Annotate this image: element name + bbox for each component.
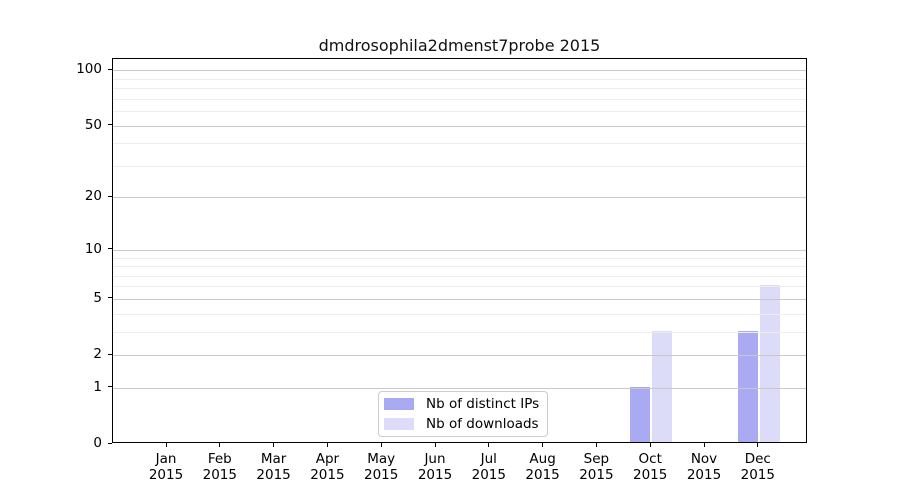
y-gridline-minor [113,111,806,113]
bar-downloads-oct [652,330,673,442]
x-tick-mark [649,443,651,447]
legend-label: Nb of distinct IPs [426,395,540,412]
y-gridline-minor [113,313,806,315]
y-tick-mark [108,386,112,388]
y-tick-label: 10 [84,240,102,257]
x-tick-label: Nov 2015 [686,451,722,483]
y-tick-label: 5 [93,289,102,306]
y-tick-mark [108,442,112,444]
y-gridline-minor [113,143,806,145]
x-tick-label: Oct 2015 [633,451,668,483]
x-tick-label: Sep 2015 [579,451,614,483]
y-gridline-major [113,249,806,251]
y-tick-label: 2 [93,346,102,363]
y-gridline-major [113,387,806,389]
bar-downloads-dec [759,285,780,442]
y-tick-label: 1 [93,378,102,395]
x-tick-mark [273,443,275,447]
x-tick-mark [595,443,597,447]
y-gridline-minor [113,275,806,277]
bar-distinct-ips-dec [737,330,758,442]
x-tick-label: Apr 2015 [310,451,345,483]
y-gridline-minor [113,266,806,268]
y-gridline-major [113,355,806,357]
legend-item-downloads: Nb of downloads [384,415,541,432]
x-tick-label: May 2015 [364,451,399,483]
y-gridline-major [113,70,806,72]
x-tick-label: Aug 2015 [525,451,560,483]
legend-label: Nb of downloads [426,415,539,432]
x-tick-label: Feb 2015 [202,451,237,483]
x-tick-mark [434,443,436,447]
y-tick-label: 0 [93,435,102,451]
y-gridline-minor [113,165,806,167]
x-tick-label: Mar 2015 [256,451,291,483]
y-gridline-minor [113,257,806,259]
y-tick-mark [108,248,112,250]
x-tick-mark [380,443,382,447]
y-tick-mark [108,353,112,355]
x-tick-mark [488,443,490,447]
x-tick-mark [165,443,167,447]
plot-area [112,58,807,443]
y-gridline-major [113,298,806,300]
x-tick-mark [757,443,759,447]
y-gridline-minor [113,88,806,90]
y-gridline-major [113,125,806,127]
x-tick-mark [703,443,705,447]
y-tick-mark [108,68,112,70]
x-tick-mark [542,443,544,447]
x-tick-label: Jan 2015 [148,451,184,483]
y-tick-label: 20 [84,188,102,205]
y-gridline-minor [113,331,806,333]
y-gridline-minor [113,78,806,80]
x-tick-label: Dec 2015 [740,451,775,483]
legend-item-distinct-ips: Nb of distinct IPs [384,395,541,412]
y-tick-mark [108,195,112,197]
y-tick-mark [108,297,112,299]
y-gridline-minor [113,98,806,100]
y-gridline-minor [113,286,806,288]
x-tick-label: Jun 2015 [417,451,453,483]
legend-swatch-distinct-ips [384,398,414,410]
x-tick-label: Jul 2015 [471,451,506,483]
y-tick-label: 50 [84,116,102,133]
legend: Nb of distinct IPs Nb of downloads [378,391,548,437]
chart-title: dmdrosophila2dmenst7probe 2015 [318,36,601,55]
y-gridline-major [113,197,806,199]
x-tick-mark [326,443,328,447]
legend-swatch-downloads [384,418,414,430]
y-tick-mark [108,124,112,126]
bar-distinct-ips-oct [630,386,651,442]
y-tick-label: 100 [76,61,102,78]
x-tick-mark [219,443,221,447]
